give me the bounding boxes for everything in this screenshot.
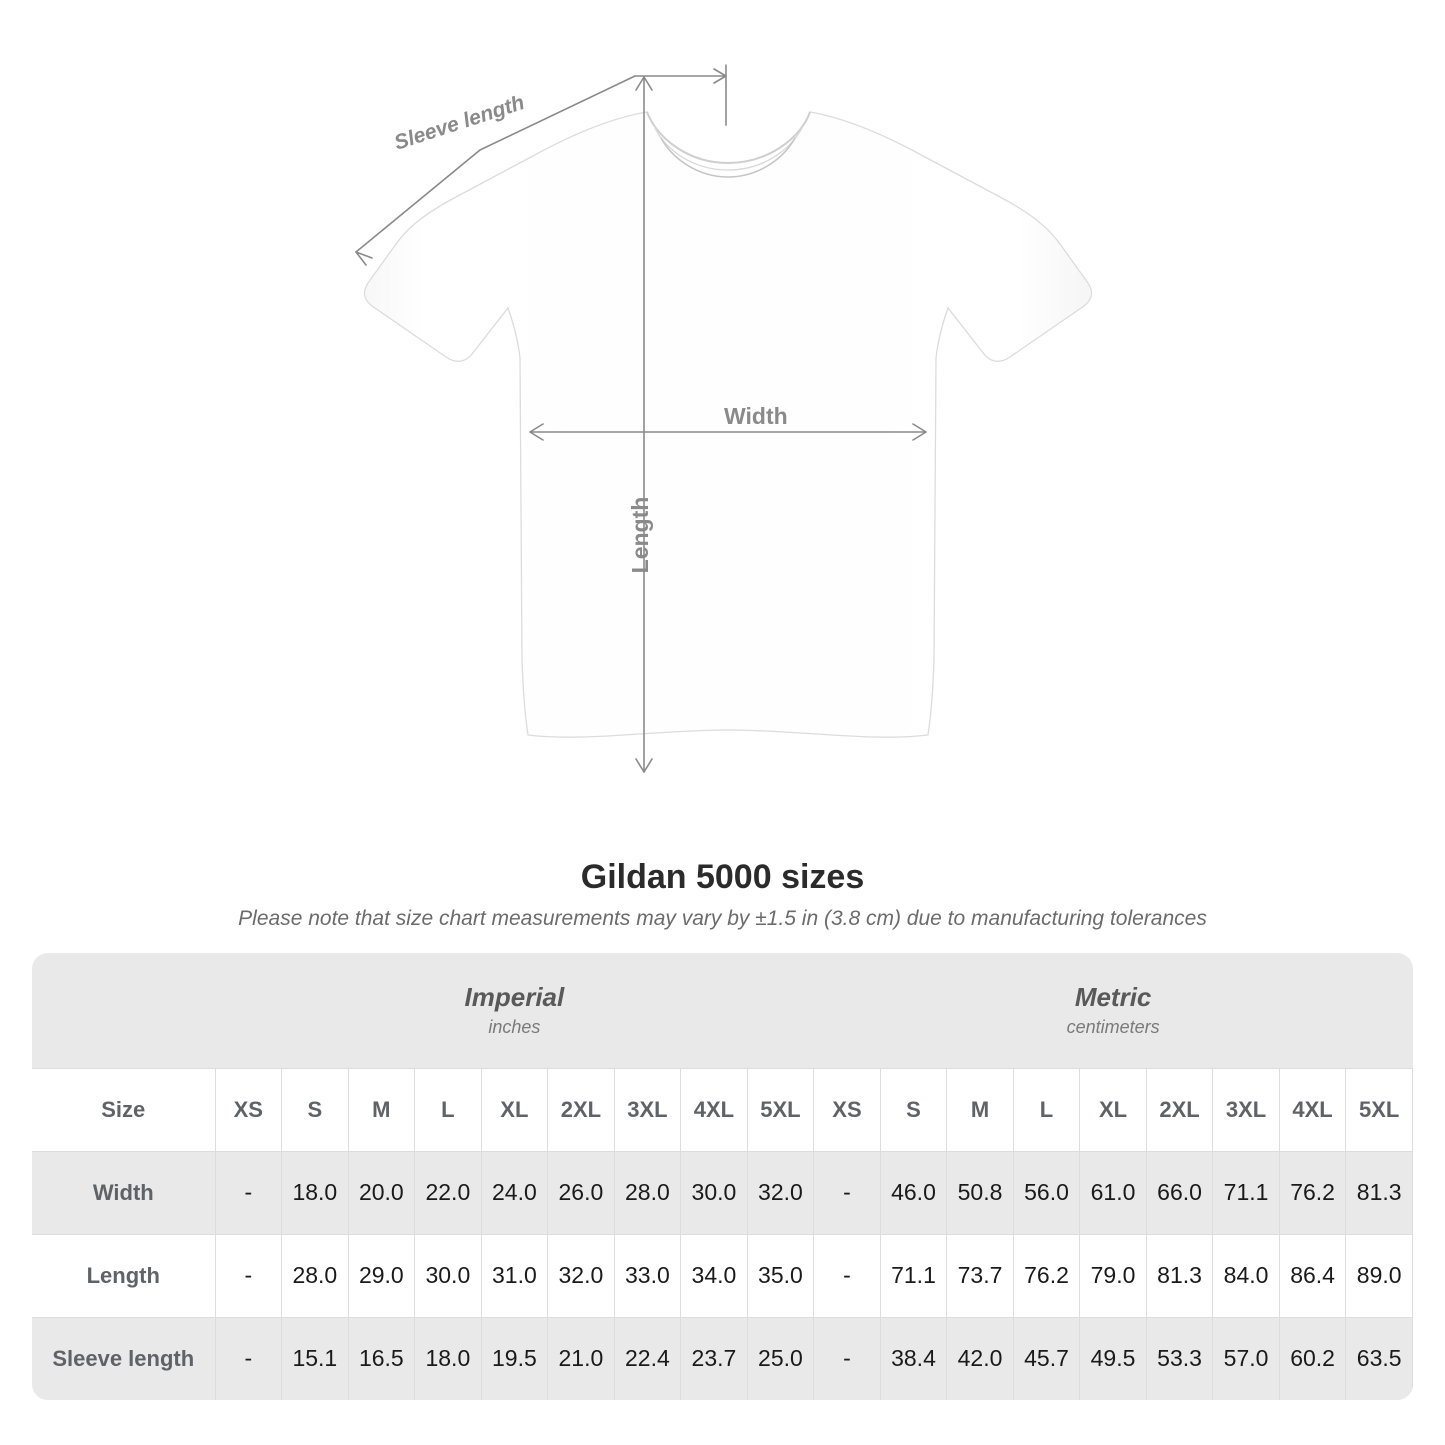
svg-text:Width: Width [724, 403, 788, 429]
svg-text:Length: Length [627, 497, 653, 574]
svg-text:Sleeve length: Sleeve length [391, 91, 527, 155]
